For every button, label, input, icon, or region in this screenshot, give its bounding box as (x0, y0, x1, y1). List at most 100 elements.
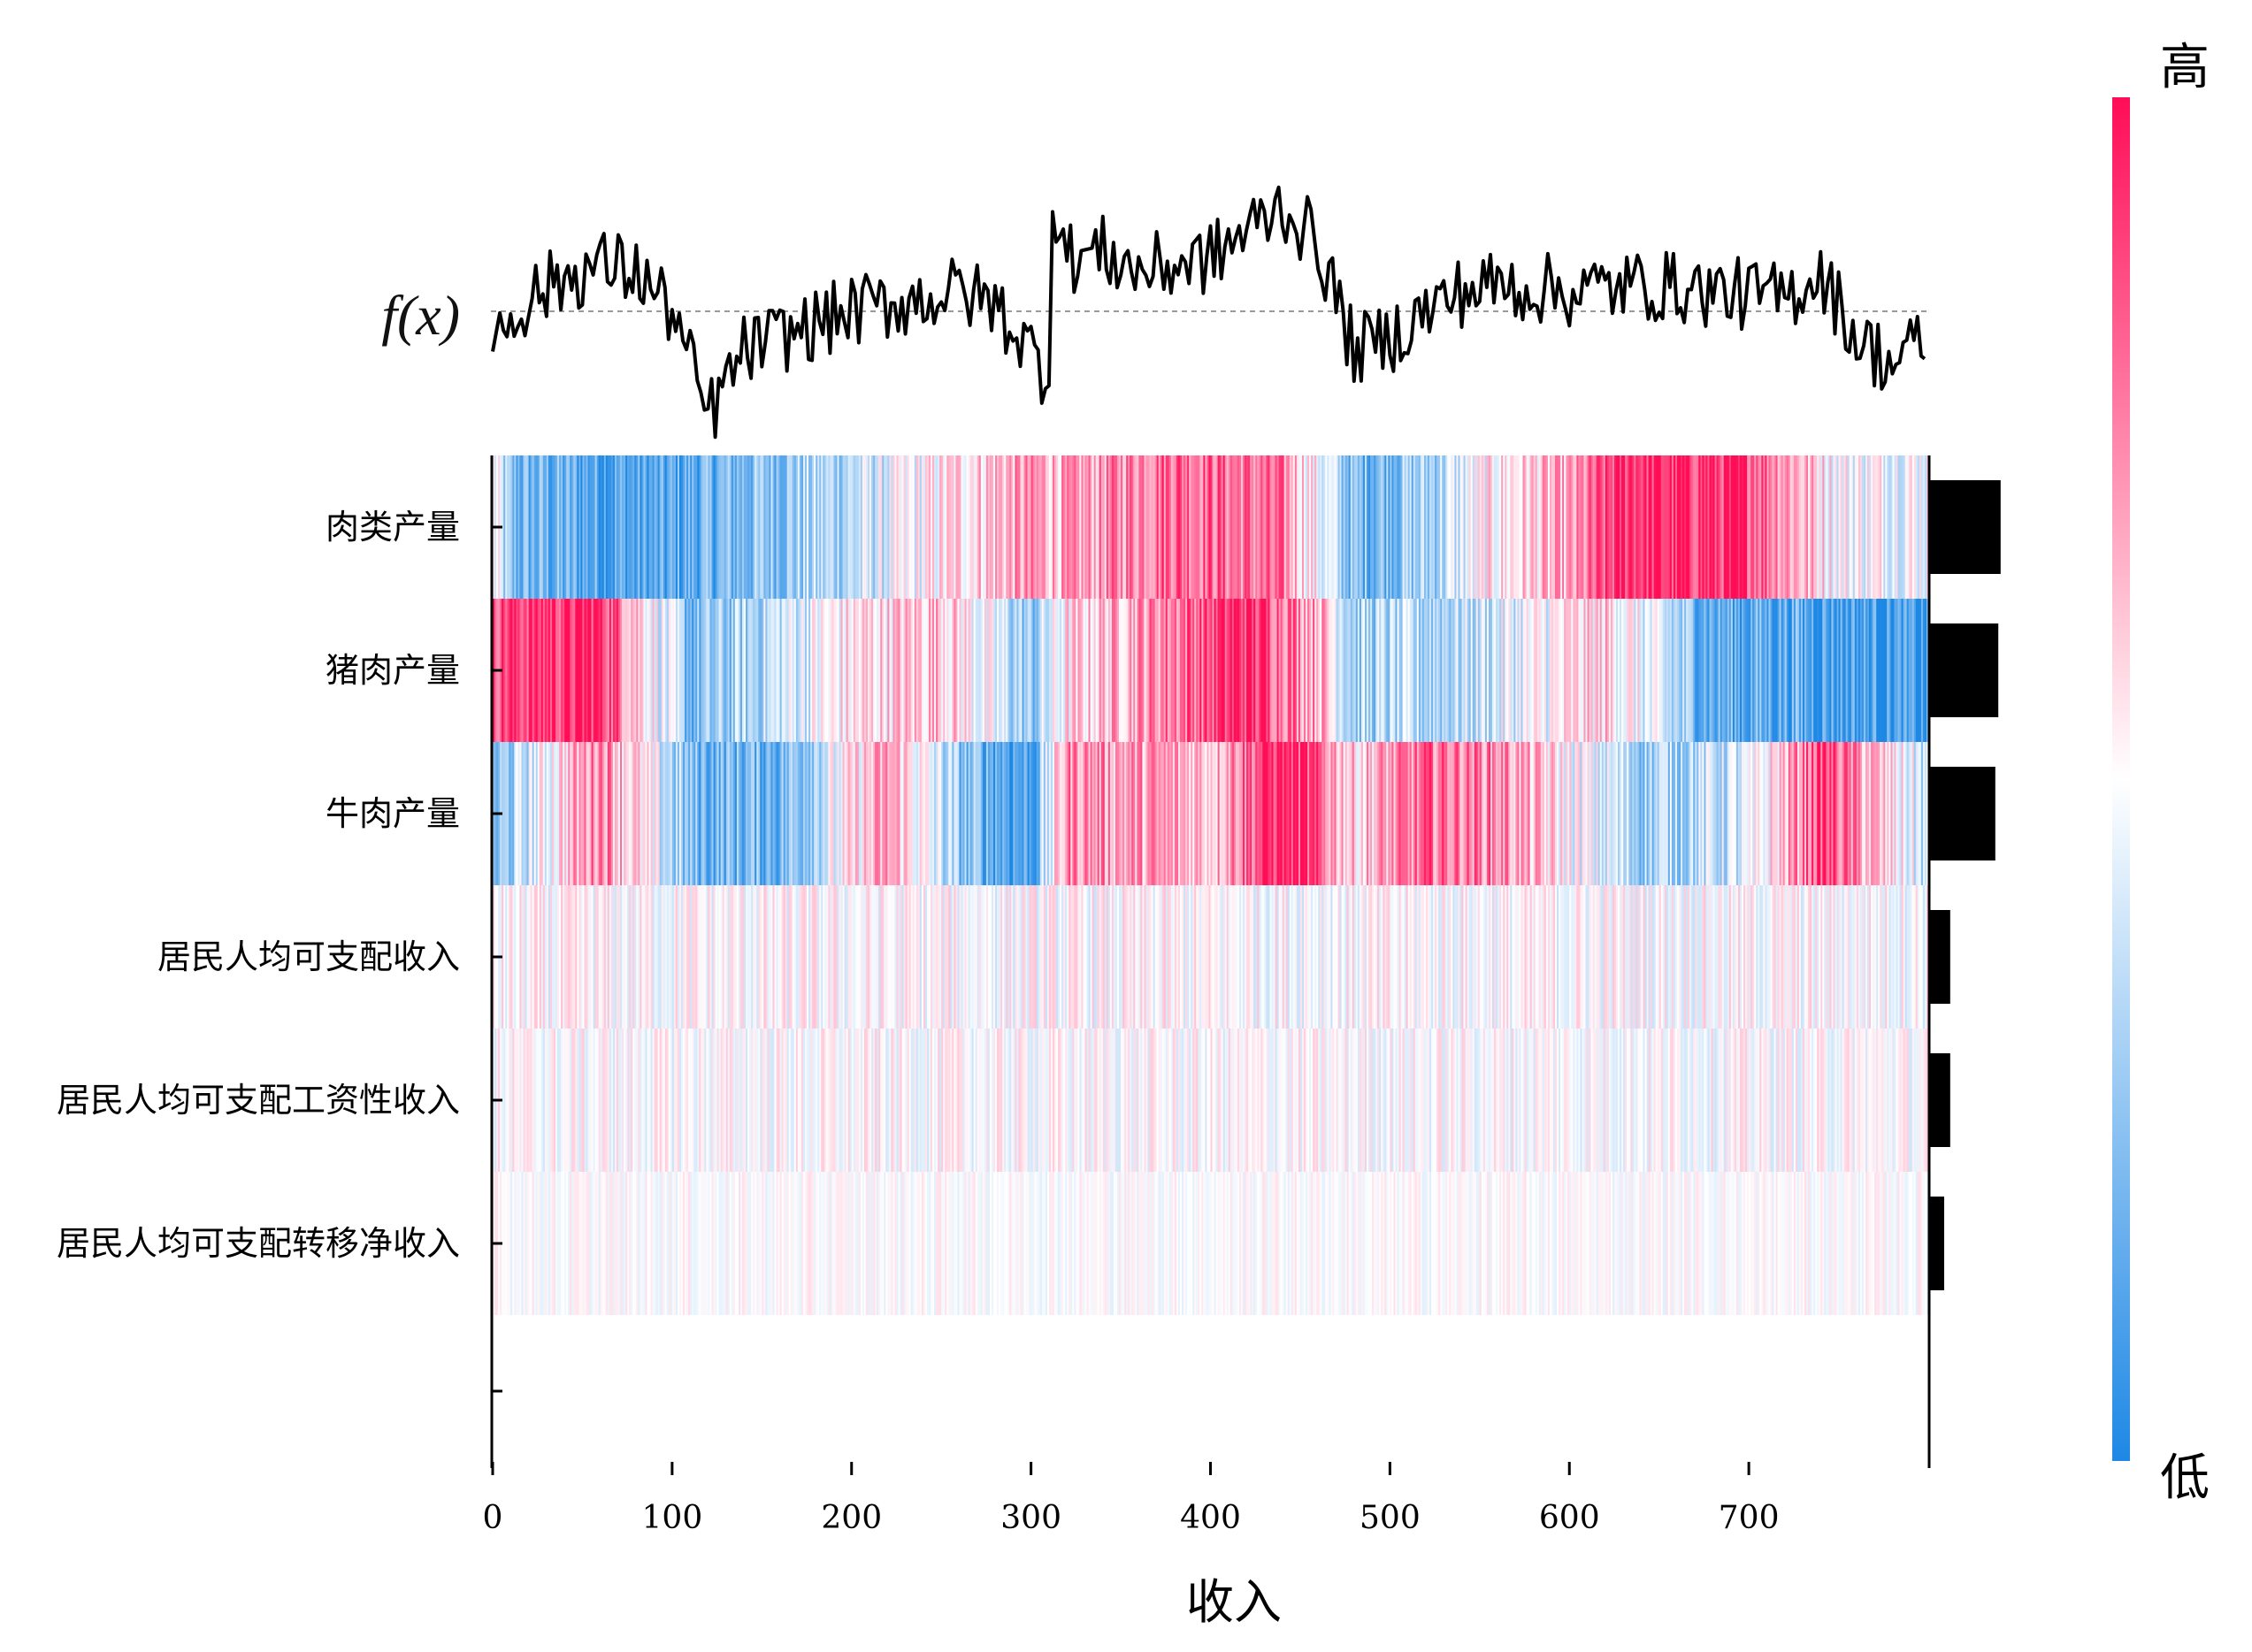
heatmap-cell (681, 1029, 684, 1172)
heatmap-cell (1562, 455, 1565, 599)
heatmap-cell (1835, 1029, 1838, 1172)
heatmap-cell (1407, 1029, 1411, 1172)
heatmap-cell (1644, 1029, 1648, 1172)
heatmap-cell (596, 742, 600, 885)
heatmap-cell (952, 599, 954, 742)
heatmap-cell (977, 1029, 980, 1172)
heatmap-cell (1032, 455, 1036, 599)
heatmap-cell (1320, 1172, 1322, 1315)
heatmap-cell (830, 885, 833, 1029)
heatmap-cell (1596, 742, 1599, 885)
heatmap-cell (1695, 885, 1697, 1029)
heatmap-cell (993, 742, 996, 885)
heatmap-cell (1048, 599, 1052, 742)
heatmap-cell (1610, 885, 1613, 1029)
heatmap-cell (1287, 599, 1291, 742)
heatmap-cell (1573, 599, 1575, 742)
heatmap-cell (598, 885, 601, 1029)
heatmap-cell (1023, 455, 1027, 599)
heatmap-cell (1102, 1172, 1106, 1315)
heatmap-cell (509, 599, 511, 742)
heatmap-cell (666, 599, 670, 742)
heatmap-cell (1543, 742, 1547, 885)
heatmap-cell (817, 742, 820, 885)
heatmap-cell (1906, 455, 1910, 599)
heatmap-cell (1599, 885, 1603, 1029)
heatmap-cell (921, 599, 924, 742)
heatmap-cell (1815, 742, 1818, 885)
heatmap-cell (846, 742, 849, 885)
heatmap-cell (729, 742, 732, 885)
heatmap-cell (1252, 742, 1254, 885)
heatmap-cell (1815, 885, 1818, 1029)
heatmap-cell (1283, 1029, 1287, 1172)
heatmap-cell (1850, 1029, 1854, 1172)
heatmap-cell (1122, 885, 1125, 1029)
heatmap-cell (1154, 455, 1158, 599)
heatmap-cell (987, 1029, 991, 1172)
heatmap-cell (1418, 455, 1421, 599)
heatmap-cell (1871, 742, 1873, 885)
heatmap-cell (1038, 885, 1041, 1029)
heatmap-cell (1240, 1172, 1244, 1315)
heatmap-cell (1004, 742, 1007, 885)
heatmap-cell (1756, 885, 1758, 1029)
heatmap-cell (1477, 742, 1481, 885)
heatmap-cell (854, 885, 858, 1029)
heatmap-cell (577, 1029, 579, 1172)
heatmap-cell (936, 599, 938, 742)
heatmap-cell (1899, 599, 1903, 742)
heatmap-cell (1002, 1172, 1005, 1315)
heatmap-cell (1892, 599, 1896, 742)
heatmap-cell (1475, 742, 1479, 885)
heatmap-cell (1052, 1172, 1055, 1315)
heatmap-cell (1571, 599, 1574, 742)
heatmap-cell (948, 599, 951, 742)
heatmap-cell (1355, 742, 1359, 885)
heatmap-cell (596, 1172, 600, 1315)
heatmap-cell (1145, 885, 1149, 1029)
heatmap-cell (991, 455, 994, 599)
heatmap-cell (517, 599, 521, 742)
heatmap-cell (1348, 599, 1352, 742)
heatmap-cell (1321, 455, 1324, 599)
heatmap-cell (975, 455, 978, 599)
heatmap-cell (1618, 455, 1620, 599)
heatmap-cell (1383, 1172, 1385, 1315)
heatmap-cell (636, 599, 639, 742)
heatmap-cell (1819, 599, 1821, 742)
heatmap-cell (1793, 599, 1796, 742)
heatmap-cell (664, 599, 668, 742)
heatmap-cell (950, 599, 953, 742)
heatmap-cell (1306, 455, 1308, 599)
heatmap-cell (1233, 1172, 1237, 1315)
heatmap-cell (625, 1172, 628, 1315)
heatmap-cell (1228, 1029, 1231, 1172)
heatmap-cell (1573, 1029, 1575, 1172)
heatmap-cell (1589, 1172, 1592, 1315)
heatmap-cell (860, 1172, 863, 1315)
heatmap-cell (1718, 742, 1721, 885)
heatmap-cell (580, 885, 584, 1029)
heatmap-cell (1888, 1172, 1891, 1315)
x-tick-label: 600 (1539, 1500, 1600, 1536)
heatmap-cell (1122, 1029, 1125, 1172)
heatmap-cell (586, 455, 589, 599)
heatmap-cell (1447, 742, 1450, 885)
heatmap-cell (821, 1172, 823, 1315)
heatmap-cell (1135, 1029, 1137, 1172)
heatmap-cell (533, 885, 537, 1029)
heatmap-cell (1920, 742, 1924, 885)
heatmap-cell (729, 455, 732, 599)
heatmap-cell (1465, 1172, 1468, 1315)
heatmap-cell (1664, 1172, 1667, 1315)
heatmap-cell (1625, 1029, 1628, 1172)
heatmap-cell (557, 1029, 560, 1172)
heatmap-cell (1268, 599, 1271, 742)
heatmap-cell (1592, 1172, 1596, 1315)
heatmap-cell (1145, 599, 1149, 742)
heatmap-cell (1499, 1172, 1502, 1315)
heatmap-cell (1667, 1029, 1671, 1172)
heatmap-cell (1372, 1029, 1375, 1172)
heatmap-cell (1754, 455, 1757, 599)
